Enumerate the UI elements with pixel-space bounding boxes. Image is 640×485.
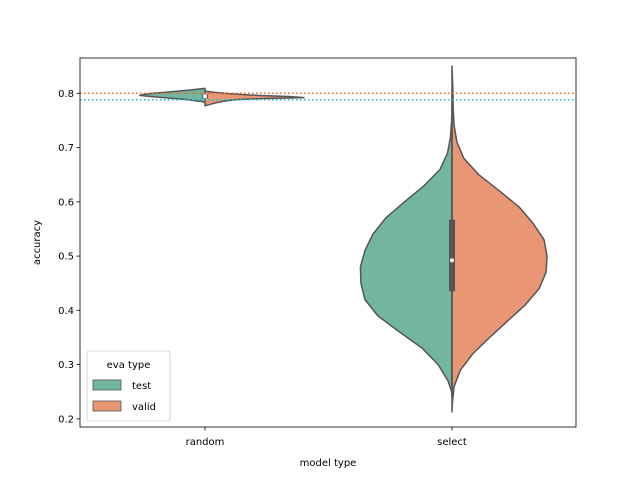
legend: eva type test valid xyxy=(86,350,171,422)
legend-title: eva type xyxy=(107,360,151,371)
iqr-box-select xyxy=(449,219,455,292)
y-tick-label: 0.2 xyxy=(58,414,74,425)
y-tick-label: 0.4 xyxy=(58,306,74,317)
median-point-random xyxy=(203,94,207,99)
x-tick-label-random: random xyxy=(186,437,225,448)
y-tick-label: 0.7 xyxy=(58,143,74,154)
violin-random-valid xyxy=(204,90,305,107)
y-tick-label: 0.8 xyxy=(58,89,74,100)
legend-swatch-valid xyxy=(92,400,122,412)
legend-label-test: test xyxy=(132,381,151,392)
y-axis-label: accuracy xyxy=(32,220,43,265)
legend-swatch-test xyxy=(92,379,122,391)
x-axis-label: model type xyxy=(300,458,357,469)
plot-frame xyxy=(79,57,577,428)
y-tick-label: 0.6 xyxy=(58,197,74,208)
violin-select-valid xyxy=(451,65,548,413)
x-tick-label-select: select xyxy=(437,437,467,448)
legend-label-valid: valid xyxy=(132,402,156,413)
violin-select-test xyxy=(359,114,453,394)
median-point-select xyxy=(450,258,454,263)
y-tick-label: 0.3 xyxy=(58,360,74,371)
y-tick-label: 0.5 xyxy=(58,252,74,263)
